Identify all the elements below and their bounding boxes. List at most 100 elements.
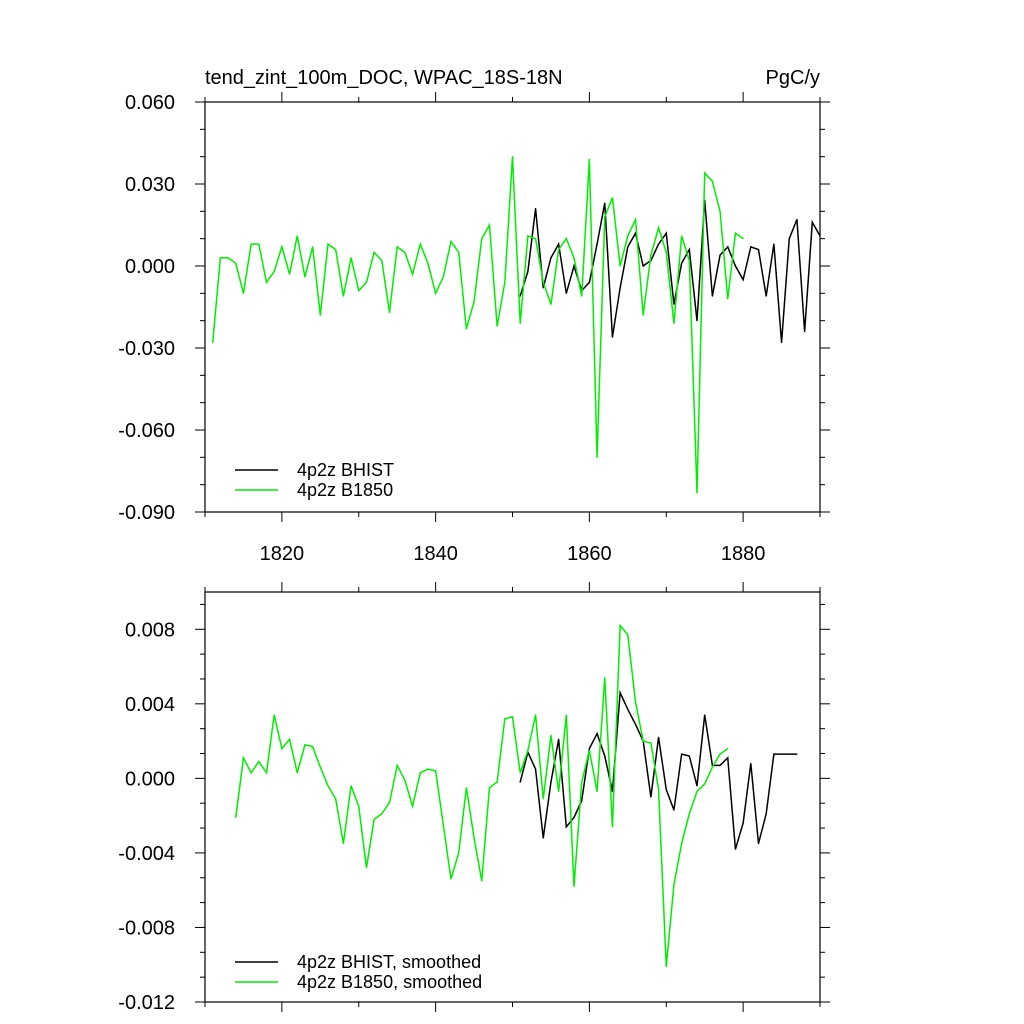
- data-point: [534, 238, 537, 240]
- data-point: [573, 265, 575, 267]
- data-point: [804, 331, 806, 333]
- data-point: [773, 753, 775, 755]
- data-point: [450, 878, 452, 880]
- data-point: [596, 733, 598, 735]
- data-point: [650, 796, 652, 798]
- series-line-0: [519, 200, 821, 343]
- plot-frame: [204, 591, 821, 1003]
- data-point: [411, 273, 414, 275]
- data-point: [657, 227, 660, 229]
- data-point: [711, 295, 713, 297]
- data-point: [381, 813, 383, 815]
- data-point: [627, 634, 629, 636]
- y-tick-label: 0.030: [125, 174, 175, 196]
- data-point: [627, 246, 629, 248]
- data-point: [258, 243, 260, 245]
- data-point: [750, 246, 752, 248]
- data-point: [634, 701, 637, 703]
- data-point: [681, 262, 683, 264]
- y-tick-label: -0.008: [118, 917, 175, 939]
- data-point: [780, 753, 783, 755]
- data-point: [212, 341, 214, 344]
- data-point: [588, 281, 590, 283]
- y-tick-label: -0.012: [118, 992, 175, 1014]
- data-point: [727, 246, 729, 248]
- data-point: [765, 813, 767, 815]
- data-point: [696, 320, 698, 322]
- data-point: [619, 692, 621, 694]
- x-tick-label: 1820: [260, 543, 305, 565]
- data-point: [619, 265, 621, 267]
- data-point: [458, 852, 460, 854]
- data-point: [688, 755, 690, 757]
- legend-label: 4p2z BHIST, smoothed: [297, 952, 481, 972]
- legend-label: 4p2z BHIST: [297, 460, 394, 480]
- data-point: [419, 243, 421, 245]
- data-point: [673, 809, 675, 811]
- data-point: [481, 238, 483, 240]
- data-point: [435, 292, 437, 294]
- data-point: [319, 314, 321, 316]
- data-point: [719, 254, 721, 256]
- data-point: [242, 757, 245, 759]
- data-point: [411, 805, 414, 807]
- data-point: [681, 753, 683, 755]
- data-point: [288, 273, 291, 275]
- data-point: [427, 768, 429, 770]
- data-point: [558, 738, 560, 740]
- data-point: [573, 816, 575, 819]
- data-point: [704, 783, 706, 785]
- data-point: [550, 781, 552, 783]
- data-point: [550, 734, 552, 737]
- data-point: [604, 677, 606, 679]
- data-point: [719, 753, 721, 755]
- data-point: [373, 251, 375, 253]
- data-point: [488, 787, 491, 789]
- series-line-1: [211, 156, 744, 493]
- series-line-0: [519, 689, 797, 850]
- data-point: [657, 243, 660, 245]
- data-point: [258, 760, 260, 763]
- data-point: [581, 781, 583, 783]
- data-point: [504, 281, 506, 283]
- data-point: [588, 158, 590, 160]
- data-point: [304, 276, 306, 278]
- data-point: [242, 292, 245, 294]
- data-point: [650, 254, 652, 256]
- data-point: [527, 235, 529, 237]
- y-tick-label: -0.030: [118, 338, 175, 360]
- data-point: [442, 276, 444, 278]
- data-point: [773, 243, 775, 245]
- data-point: [727, 757, 729, 759]
- legend-label: 4p2z B1850, smoothed: [297, 972, 482, 992]
- data-point: [788, 753, 790, 755]
- data-point: [581, 295, 583, 297]
- data-point: [534, 208, 537, 210]
- data-point: [358, 290, 360, 292]
- data-point: [565, 292, 567, 294]
- data-point: [734, 265, 737, 267]
- data-point: [565, 714, 567, 716]
- data-point: [581, 800, 583, 802]
- data-point: [696, 785, 698, 787]
- data-point: [550, 257, 552, 259]
- data-point: [665, 232, 667, 234]
- data-point: [504, 718, 506, 720]
- data-point: [450, 240, 452, 242]
- data-point: [727, 747, 729, 750]
- data-point: [388, 801, 391, 804]
- data-point: [565, 826, 567, 828]
- x-tick-label: 1880: [721, 543, 766, 565]
- data-point: [604, 755, 606, 757]
- data-point: [365, 281, 368, 283]
- data-point: [235, 262, 237, 264]
- data-point: [611, 336, 614, 338]
- data-point: [673, 303, 675, 305]
- data-point: [465, 328, 467, 330]
- data-point: [335, 798, 337, 800]
- data-point: [588, 749, 590, 752]
- data-point: [342, 842, 344, 845]
- data-point: [519, 322, 521, 324]
- legend-label: 4p2z B1850: [297, 480, 393, 500]
